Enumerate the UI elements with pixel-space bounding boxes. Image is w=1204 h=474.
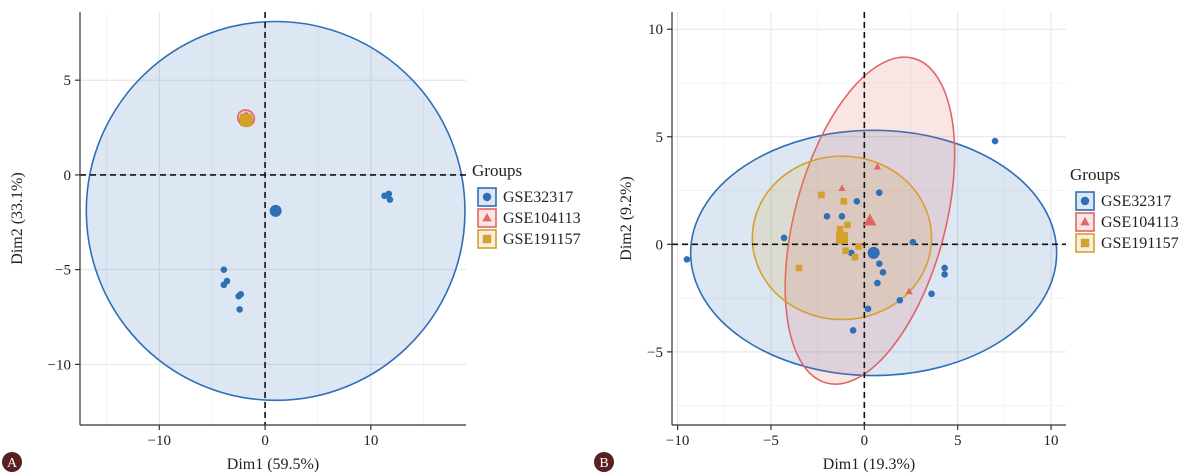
points — [683, 137, 999, 334]
point-gse191157 — [844, 221, 851, 229]
panel-letter-badge — [594, 452, 614, 472]
legend-label-gse32317: GSE32317 — [503, 189, 573, 206]
points — [220, 111, 394, 313]
x-tick-label: 0 — [861, 433, 869, 449]
panel-b: −10 −5 0 5 10 −5 0 5 10 Dim1 (19.3%) Dim2 (9.2%) B G… — [594, 12, 1179, 473]
point-gse191157 — [855, 243, 863, 250]
y-tick-label: 0 — [64, 168, 72, 184]
point-gse32317 — [875, 189, 883, 196]
x-tick-label: 10 — [363, 433, 378, 449]
centroid-gse32317 — [269, 204, 282, 217]
point-gse32317 — [879, 268, 887, 276]
x-tick-label: 0 — [261, 433, 269, 449]
y-tick-label: −5 — [55, 263, 71, 279]
x-tick-label: −10 — [148, 433, 171, 449]
x-tick-label: −5 — [763, 433, 779, 449]
point-gse191157 — [851, 253, 859, 261]
legend-label-gse32317: GSE32317 — [1101, 193, 1171, 210]
legend-title: Groups — [472, 161, 522, 180]
centroid-gse32317 — [867, 246, 880, 259]
point-gse191157 — [842, 247, 849, 255]
y-tick-label: 5 — [656, 130, 664, 146]
point-gse191157 — [795, 264, 803, 272]
point-gse104113 — [873, 162, 882, 170]
legend-marker-gse104113 — [1080, 217, 1090, 226]
panel-letter: A — [7, 456, 18, 471]
point-gse32317 — [683, 256, 691, 263]
ellipses — [85, 20, 466, 402]
legend-label-gse104113: GSE104113 — [503, 210, 581, 227]
point-gse32317 — [780, 234, 788, 242]
point-gse32317 — [220, 281, 228, 289]
panel-letter-badge — [2, 452, 22, 472]
legend-marker-gse191157 — [482, 234, 492, 244]
y-tick-label: −10 — [48, 357, 71, 373]
y-tick-label: −5 — [647, 345, 663, 361]
x-axis-label: Dim1 (59.5%) — [227, 456, 319, 473]
legend-marker-gse191157 — [1080, 238, 1090, 248]
point-gse32317 — [991, 137, 999, 145]
ellipse-gse32317 — [85, 20, 466, 402]
legend-label-gse191157: GSE191157 — [1101, 235, 1179, 252]
x-tick-label: 5 — [954, 433, 962, 449]
centroid-gse191157 — [240, 113, 253, 126]
point-gse32317 — [896, 296, 904, 304]
point-gse32317 — [864, 305, 872, 313]
point-gse104113 — [905, 287, 913, 295]
y-axis-label: Dim2 (9.2%) — [618, 176, 635, 260]
point-gse32317 — [235, 292, 242, 300]
legend-label-gse191157: GSE191157 — [503, 231, 581, 248]
legend: Groups GSE32317 GSE104113 GSE191157 — [1070, 165, 1179, 253]
y-tick-label: 10 — [648, 22, 663, 38]
legend: Groups GSE32317 GSE104113 GSE191157 — [472, 161, 581, 249]
point-gse191157 — [836, 225, 844, 233]
panel-a: −10 0 10 −10 −5 0 5 Dim1 (59.5%) Dim2 (33.1%) A Gr… — [2, 12, 581, 473]
legend-title: Groups — [1070, 165, 1120, 184]
x-tick-label: −10 — [666, 433, 689, 449]
panel-letter: B — [599, 456, 608, 471]
grid — [672, 12, 1066, 425]
x-axis-label: Dim1 (19.3%) — [823, 456, 915, 473]
legend-marker-gse104113 — [482, 213, 492, 222]
point-gse191157 — [840, 197, 848, 205]
point-gse191157 — [818, 191, 825, 199]
centroid-gse191157 — [835, 231, 848, 244]
point-gse32317 — [941, 271, 948, 278]
point-gse32317 — [386, 196, 394, 203]
point-gse32317 — [838, 213, 846, 220]
legend-label-gse104113: GSE104113 — [1101, 214, 1179, 231]
point-gse32317 — [928, 290, 935, 298]
point-gse32317 — [385, 190, 393, 198]
legend-marker-gse32317 — [1080, 196, 1090, 206]
y-tick-label: 5 — [64, 73, 72, 89]
centroid-gse104113 — [863, 213, 877, 226]
legend-marker-gse32317 — [482, 192, 492, 202]
y-tick-label: 0 — [656, 237, 664, 253]
point-gse32317 — [220, 266, 228, 273]
point-gse32317 — [874, 279, 881, 287]
point-gse104113 — [838, 184, 846, 192]
point-gse32317 — [236, 306, 243, 313]
point-gse32317 — [909, 238, 917, 246]
point-gse32317 — [941, 264, 948, 272]
y-axis-label: Dim2 (33.1%) — [9, 172, 26, 264]
point-gse32317 — [875, 260, 883, 267]
point-gse32317 — [853, 197, 861, 205]
point-gse32317 — [849, 327, 857, 334]
x-tick-label: 10 — [1044, 433, 1059, 449]
point-gse32317 — [823, 213, 831, 220]
